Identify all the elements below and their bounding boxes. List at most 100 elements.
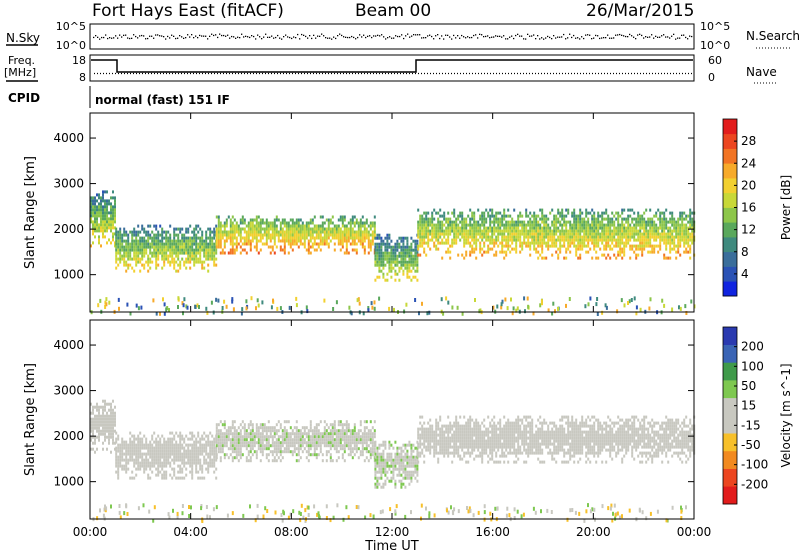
echo-cell xyxy=(127,263,130,267)
echo-cell xyxy=(447,211,450,215)
echo-cell xyxy=(277,420,280,424)
echo-cell xyxy=(555,241,558,245)
echo-cell xyxy=(219,224,222,228)
echo-cell xyxy=(469,244,472,248)
echo-cell xyxy=(657,232,660,236)
echo-cell xyxy=(341,245,344,249)
echo-cell xyxy=(313,239,316,243)
echo-cell xyxy=(337,420,340,424)
echo-cell xyxy=(373,429,376,433)
echo-cell xyxy=(104,211,106,215)
echo-cell xyxy=(225,233,228,237)
echo-cell xyxy=(577,241,580,245)
echo-cell xyxy=(249,245,252,249)
echo-cell xyxy=(289,218,292,222)
echo-cell xyxy=(689,217,692,221)
echo-cell xyxy=(257,438,260,442)
echo-cell xyxy=(412,254,415,258)
echo-cell xyxy=(112,217,114,221)
echo-cell xyxy=(689,208,692,212)
echo-cell xyxy=(263,227,266,231)
echo-cell xyxy=(143,464,146,468)
echo-cell xyxy=(98,435,100,439)
echo-cell xyxy=(147,452,150,456)
echo-cell xyxy=(211,251,214,255)
echo-cell xyxy=(205,251,208,255)
echo-cell xyxy=(125,464,128,468)
echo-cell xyxy=(323,233,326,237)
echo-cell xyxy=(123,452,126,456)
echo-cell xyxy=(135,251,138,255)
echo-cell xyxy=(108,408,110,412)
echo-cell xyxy=(431,214,434,218)
echo-cell xyxy=(163,248,166,252)
echo-cell xyxy=(595,223,598,227)
echo-cell xyxy=(189,248,192,252)
echo-cell xyxy=(457,214,460,218)
echo-cell xyxy=(243,227,246,231)
nsky-point xyxy=(457,35,459,37)
echo-cell xyxy=(165,443,168,447)
echo-cell xyxy=(201,266,204,270)
echo-cell xyxy=(299,233,302,237)
echo-cell xyxy=(545,223,548,227)
echo-cell xyxy=(295,230,298,234)
echo-cell xyxy=(209,236,212,240)
echo-cell xyxy=(541,214,544,218)
echo-cell xyxy=(145,458,148,462)
echo-cell xyxy=(647,235,650,239)
echo-cell xyxy=(635,256,638,260)
echo-cell xyxy=(239,456,242,460)
echo-cell xyxy=(104,208,106,212)
echo-cell xyxy=(241,218,244,222)
echo-cell xyxy=(98,414,100,418)
echo-cell xyxy=(545,244,548,248)
echo-cell xyxy=(191,230,194,234)
echo-cell xyxy=(579,223,582,227)
echo-cell xyxy=(388,263,391,267)
echo-cell xyxy=(557,306,559,311)
echo-cell xyxy=(491,214,494,218)
echo-cell xyxy=(380,263,383,267)
echo-cell xyxy=(263,438,266,442)
echo-cell xyxy=(251,438,254,442)
echo-cell xyxy=(177,458,180,462)
echo-cell xyxy=(135,446,138,450)
nsky-point xyxy=(197,37,199,39)
echo-cell xyxy=(435,229,438,233)
echo-cell xyxy=(165,307,168,312)
echo-cell xyxy=(683,238,686,242)
echo-cell xyxy=(106,208,108,212)
echo-cell xyxy=(629,256,632,260)
echo-cell xyxy=(587,220,590,224)
echo-cell xyxy=(453,232,456,236)
echo-cell xyxy=(219,429,222,433)
echo-cell xyxy=(376,236,379,240)
echo-cell xyxy=(402,263,405,267)
echo-cell xyxy=(98,423,100,427)
echo-cell xyxy=(281,233,284,237)
echo-cell xyxy=(135,236,138,240)
echo-cell xyxy=(207,263,210,267)
echo-cell xyxy=(273,227,276,231)
echo-cell xyxy=(613,223,616,227)
echo-cell xyxy=(151,230,154,234)
echo-cell xyxy=(347,447,350,451)
echo-cell xyxy=(104,217,106,221)
echo-cell xyxy=(277,444,280,448)
echo-cell xyxy=(181,245,184,249)
echo-cell xyxy=(173,470,176,474)
echo-cell xyxy=(191,242,194,246)
echo-cell xyxy=(243,429,246,433)
echo-cell xyxy=(378,257,381,261)
echo-cell xyxy=(299,236,302,240)
echo-cell xyxy=(511,235,514,239)
echo-cell xyxy=(489,214,492,218)
echo-cell xyxy=(275,233,278,237)
echo-cell xyxy=(223,435,226,439)
echo-cell xyxy=(151,464,154,468)
echo-cell xyxy=(349,453,352,457)
echo-cell xyxy=(529,241,532,245)
echo-cell xyxy=(199,458,202,462)
echo-cell xyxy=(527,223,530,227)
